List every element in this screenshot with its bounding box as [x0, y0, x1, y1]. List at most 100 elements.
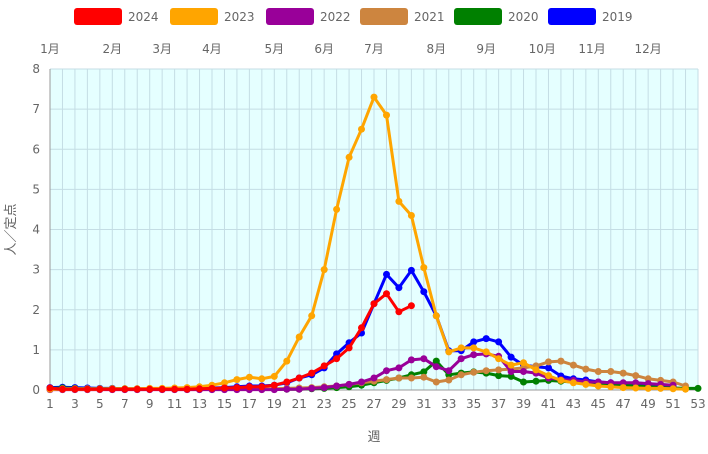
data-point	[395, 284, 403, 292]
month-label: 7月	[364, 42, 384, 56]
data-point	[432, 378, 440, 386]
data-point	[370, 374, 378, 382]
data-point	[83, 385, 91, 393]
month-label: 1月	[40, 42, 60, 56]
data-point	[308, 312, 316, 320]
x-tick-label: 43	[566, 397, 581, 411]
data-point	[171, 385, 179, 393]
month-label: 10月	[529, 42, 556, 56]
data-point	[644, 375, 652, 383]
data-point	[245, 373, 253, 381]
series-group	[46, 93, 702, 394]
data-point	[520, 368, 527, 375]
x-tick-label: 1	[46, 397, 54, 411]
data-point	[121, 385, 129, 393]
month-label: 3月	[152, 42, 172, 56]
data-point	[295, 385, 303, 393]
data-point	[420, 264, 428, 272]
data-point	[46, 384, 54, 392]
data-point	[619, 369, 627, 377]
data-point	[395, 374, 403, 382]
y-tick-label: 1	[32, 343, 40, 357]
x-tick-label: 3	[71, 397, 79, 411]
data-point	[395, 197, 403, 205]
x-tick-label: 31	[416, 397, 431, 411]
data-point	[345, 380, 353, 388]
x-tick-label: 17	[242, 397, 257, 411]
y-tick-label: 3	[32, 263, 40, 277]
x-tick-label: 7	[121, 397, 129, 411]
data-point	[632, 384, 640, 392]
data-point	[657, 384, 665, 392]
data-point	[420, 355, 428, 363]
data-point	[283, 378, 291, 386]
data-point	[594, 368, 602, 375]
data-point	[358, 378, 365, 386]
data-point	[569, 379, 577, 387]
x-tick-label: 9	[146, 397, 154, 411]
month-label: 5月	[264, 42, 284, 56]
data-point	[557, 357, 565, 365]
data-point	[407, 212, 415, 219]
x-axis-title: 週	[367, 430, 380, 445]
data-point	[270, 381, 278, 389]
legend-swatch	[266, 8, 314, 25]
data-point	[520, 359, 527, 367]
data-point	[545, 358, 552, 366]
data-point	[482, 335, 490, 343]
data-point	[133, 385, 141, 393]
data-point	[445, 367, 453, 375]
data-point	[283, 357, 291, 365]
legend-label: 2023	[224, 10, 255, 24]
data-point	[258, 383, 266, 391]
data-point	[607, 383, 615, 391]
data-point	[482, 348, 490, 356]
month-label: 9月	[476, 42, 496, 56]
data-point	[71, 385, 79, 393]
x-tick-label: 45	[591, 397, 606, 411]
data-point	[495, 338, 503, 346]
data-point	[432, 357, 440, 365]
month-label: 2月	[102, 42, 122, 56]
data-point	[507, 361, 515, 369]
data-point	[395, 364, 403, 372]
x-tick-label: 21	[292, 397, 307, 411]
x-tick-label: 47	[616, 397, 631, 411]
data-point	[619, 379, 627, 387]
y-tick-label: 6	[32, 142, 40, 156]
data-point	[245, 383, 253, 391]
y-tick-label: 5	[32, 182, 40, 196]
y-tick-label: 2	[32, 303, 40, 317]
data-point	[258, 375, 266, 383]
x-tick-label: 29	[391, 397, 406, 411]
y-tick-label: 8	[32, 62, 40, 76]
month-label: 4月	[202, 42, 222, 56]
data-point	[582, 365, 590, 373]
legend-swatch	[74, 8, 122, 25]
x-tick-label: 25	[341, 397, 356, 411]
data-point	[582, 380, 590, 388]
data-point	[607, 368, 615, 375]
data-point	[407, 356, 415, 364]
data-point	[308, 369, 316, 377]
x-tick-label: 11	[167, 397, 182, 411]
y-axis-title: 人／定点	[4, 203, 19, 255]
x-tick-label: 23	[317, 397, 332, 411]
data-point	[383, 290, 390, 298]
x-tick-label: 33	[441, 397, 456, 411]
data-point	[470, 344, 478, 352]
data-point	[320, 266, 328, 274]
x-tick-label: 51	[665, 397, 680, 411]
x-tick-label: 49	[641, 397, 656, 411]
data-point	[644, 380, 652, 388]
x-tick-label: 53	[690, 397, 705, 411]
data-point	[532, 377, 540, 385]
data-point	[545, 364, 552, 372]
data-point	[457, 355, 465, 363]
legend-label: 2021	[414, 10, 445, 24]
data-point	[383, 270, 390, 278]
data-point	[644, 384, 652, 392]
data-point	[669, 385, 677, 393]
